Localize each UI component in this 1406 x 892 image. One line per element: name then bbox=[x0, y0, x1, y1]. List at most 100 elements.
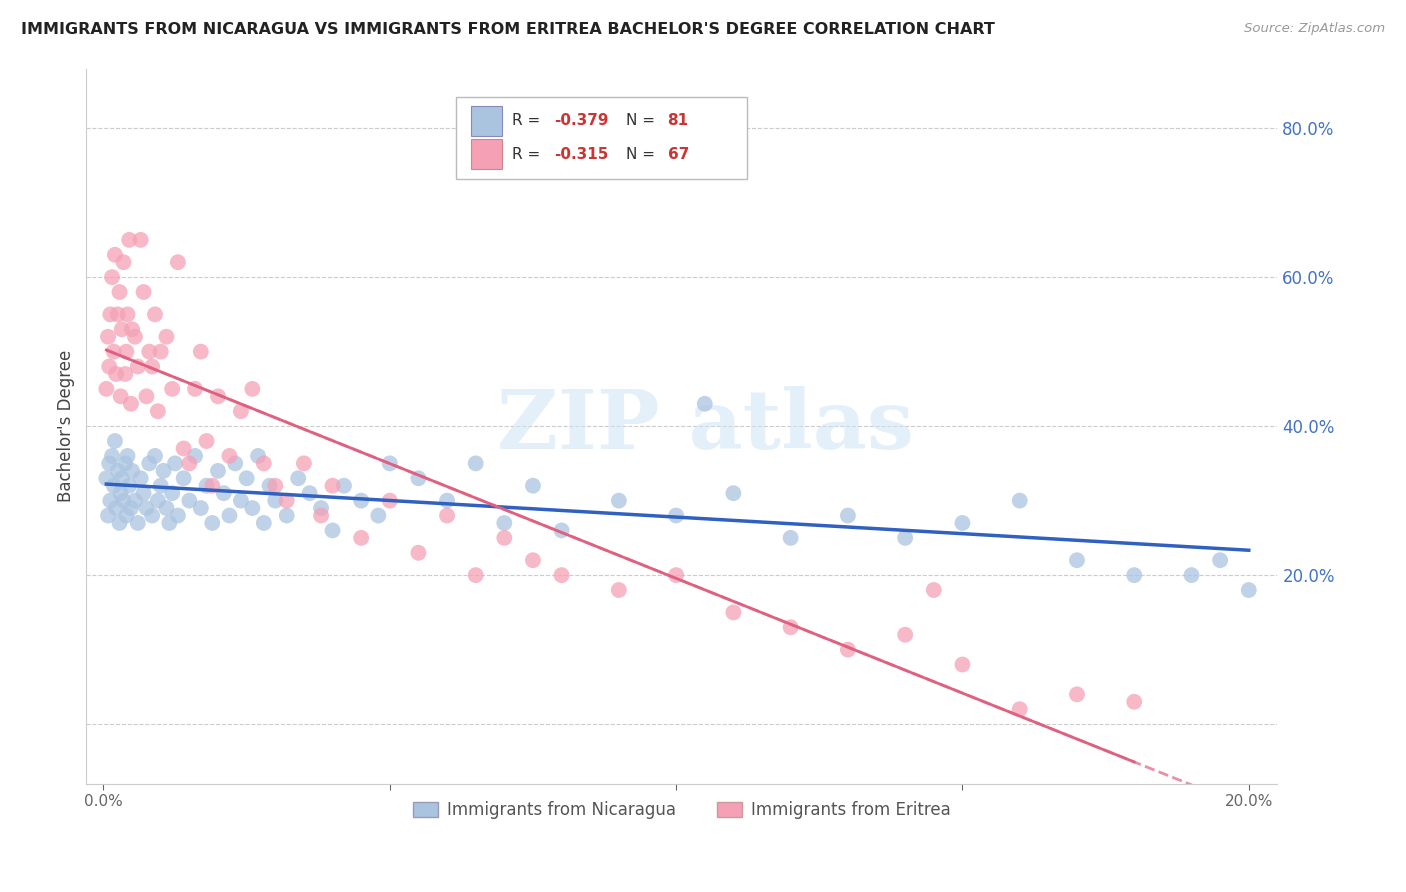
Point bbox=[607, 493, 630, 508]
Point bbox=[550, 568, 572, 582]
Point bbox=[138, 344, 160, 359]
Point bbox=[1066, 687, 1088, 701]
Point bbox=[155, 501, 177, 516]
FancyBboxPatch shape bbox=[456, 97, 748, 179]
Point bbox=[97, 508, 120, 523]
Point bbox=[179, 456, 201, 470]
Point bbox=[240, 501, 263, 516]
Point bbox=[276, 508, 298, 523]
Point bbox=[115, 508, 138, 523]
Point bbox=[112, 493, 135, 508]
Point bbox=[127, 516, 149, 530]
Point bbox=[107, 464, 129, 478]
Point bbox=[665, 508, 688, 523]
Point bbox=[149, 479, 172, 493]
Point bbox=[253, 516, 276, 530]
Point bbox=[146, 493, 169, 508]
Point bbox=[464, 456, 486, 470]
Point bbox=[118, 233, 141, 247]
Point bbox=[837, 508, 859, 523]
Point bbox=[1066, 553, 1088, 567]
Point bbox=[292, 456, 315, 470]
Text: ZIP atlas: ZIP atlas bbox=[498, 386, 914, 467]
Point bbox=[1237, 582, 1260, 597]
Point bbox=[229, 493, 252, 508]
Point bbox=[114, 367, 136, 381]
Text: 67: 67 bbox=[668, 147, 689, 161]
Point bbox=[143, 449, 166, 463]
Point bbox=[98, 307, 121, 321]
Point bbox=[98, 359, 121, 374]
Point bbox=[132, 285, 155, 299]
Point bbox=[287, 471, 309, 485]
Point bbox=[165, 456, 187, 470]
Point bbox=[367, 508, 389, 523]
Point bbox=[105, 501, 128, 516]
Point bbox=[264, 493, 287, 508]
Point bbox=[837, 642, 859, 657]
Point bbox=[378, 493, 401, 508]
Point bbox=[146, 404, 169, 418]
Point bbox=[135, 501, 157, 516]
Point bbox=[350, 531, 373, 545]
Point bbox=[952, 657, 974, 672]
Point bbox=[105, 367, 128, 381]
Point bbox=[118, 479, 141, 493]
Point bbox=[952, 516, 974, 530]
Point bbox=[155, 329, 177, 343]
Point bbox=[276, 493, 298, 508]
Point bbox=[98, 493, 121, 508]
Point bbox=[108, 516, 131, 530]
Point bbox=[408, 471, 430, 485]
Point bbox=[894, 531, 917, 545]
Point bbox=[143, 307, 166, 321]
Point bbox=[322, 479, 344, 493]
Point bbox=[121, 322, 143, 336]
Point bbox=[111, 322, 134, 336]
Text: 81: 81 bbox=[668, 113, 689, 128]
Point bbox=[247, 449, 270, 463]
Point bbox=[97, 329, 120, 343]
Point bbox=[167, 508, 190, 523]
Point bbox=[264, 479, 287, 493]
Point bbox=[408, 546, 430, 560]
FancyBboxPatch shape bbox=[471, 139, 502, 169]
Point bbox=[229, 404, 252, 418]
Point bbox=[224, 456, 246, 470]
Point bbox=[103, 344, 125, 359]
Point bbox=[124, 329, 146, 343]
Point bbox=[693, 397, 716, 411]
Point bbox=[110, 486, 132, 500]
Point bbox=[115, 344, 138, 359]
Point bbox=[157, 516, 180, 530]
Point bbox=[173, 471, 195, 485]
Point bbox=[201, 516, 224, 530]
Point bbox=[132, 486, 155, 500]
Point bbox=[550, 524, 572, 538]
Point bbox=[117, 449, 139, 463]
Point bbox=[350, 493, 373, 508]
Point bbox=[522, 553, 544, 567]
Point bbox=[218, 449, 240, 463]
Point bbox=[298, 486, 321, 500]
Point bbox=[104, 434, 127, 448]
Text: R =: R = bbox=[512, 147, 544, 161]
Point bbox=[779, 531, 801, 545]
Text: N =: N = bbox=[626, 147, 659, 161]
Point bbox=[333, 479, 356, 493]
Point bbox=[212, 486, 235, 500]
Point bbox=[121, 464, 143, 478]
Point bbox=[207, 464, 229, 478]
Text: IMMIGRANTS FROM NICARAGUA VS IMMIGRANTS FROM ERITREA BACHELOR'S DEGREE CORRELATI: IMMIGRANTS FROM NICARAGUA VS IMMIGRANTS … bbox=[21, 22, 995, 37]
Point bbox=[1180, 568, 1202, 582]
Point bbox=[195, 479, 218, 493]
Point bbox=[1123, 695, 1146, 709]
Text: -0.315: -0.315 bbox=[554, 147, 609, 161]
Point bbox=[120, 397, 142, 411]
Point bbox=[779, 620, 801, 634]
Point bbox=[494, 531, 516, 545]
Point bbox=[117, 307, 139, 321]
Point bbox=[110, 389, 132, 403]
Point bbox=[127, 359, 149, 374]
Point bbox=[179, 493, 201, 508]
